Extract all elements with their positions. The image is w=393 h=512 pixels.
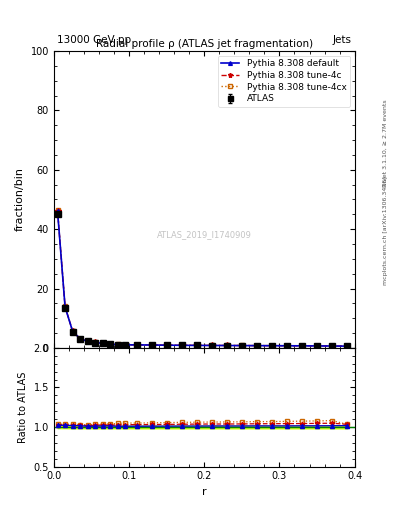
Line: Pythia 8.308 tune-4c: Pythia 8.308 tune-4c: [55, 208, 350, 349]
Pythia 8.308 tune-4cx: [116, 342, 120, 348]
Pythia 8.308 default: [70, 328, 75, 334]
Pythia 8.308 tune-4c: [85, 338, 90, 344]
Pythia 8.308 tune-4c: [78, 336, 83, 342]
Pythia 8.308 tune-4cx: [315, 343, 320, 349]
Pythia 8.308 tune-4c: [285, 343, 289, 349]
Pythia 8.308 tune-4cx: [78, 336, 83, 342]
Pythia 8.308 default: [108, 341, 112, 347]
Pythia 8.308 tune-4c: [179, 342, 184, 348]
Pythia 8.308 tune-4c: [255, 343, 259, 349]
Pythia 8.308 tune-4c: [63, 304, 68, 310]
Pythia 8.308 tune-4cx: [209, 343, 214, 349]
Pythia 8.308 default: [330, 343, 334, 349]
Pythia 8.308 tune-4c: [100, 340, 105, 347]
Text: Jets: Jets: [332, 35, 352, 45]
Pythia 8.308 tune-4c: [134, 342, 139, 348]
Pythia 8.308 default: [299, 343, 304, 349]
Line: Pythia 8.308 default: Pythia 8.308 default: [55, 209, 349, 348]
Pythia 8.308 tune-4cx: [149, 342, 154, 348]
Text: Rivet 3.1.10, ≥ 2.7M events: Rivet 3.1.10, ≥ 2.7M events: [383, 99, 387, 187]
Pythia 8.308 tune-4c: [299, 343, 304, 349]
Pythia 8.308 tune-4cx: [224, 343, 229, 349]
Pythia 8.308 tune-4cx: [70, 328, 75, 334]
Pythia 8.308 tune-4cx: [345, 343, 349, 349]
Pythia 8.308 tune-4c: [345, 343, 349, 349]
Pythia 8.308 tune-4cx: [108, 341, 112, 347]
Pythia 8.308 default: [315, 343, 320, 349]
Pythia 8.308 default: [55, 208, 60, 215]
Pythia 8.308 tune-4cx: [270, 343, 274, 349]
Pythia 8.308 tune-4cx: [330, 343, 334, 349]
Pythia 8.308 default: [134, 342, 139, 348]
Pythia 8.308 tune-4cx: [55, 207, 60, 213]
Pythia 8.308 tune-4cx: [164, 342, 169, 348]
Pythia 8.308 tune-4c: [93, 339, 97, 346]
Pythia 8.308 default: [85, 338, 90, 345]
Pythia 8.308 default: [345, 343, 349, 349]
Pythia 8.308 tune-4cx: [195, 342, 199, 348]
Pythia 8.308 tune-4cx: [255, 343, 259, 349]
X-axis label: r: r: [202, 487, 207, 497]
Pythia 8.308 tune-4cx: [179, 342, 184, 348]
Pythia 8.308 default: [164, 342, 169, 348]
Pythia 8.308 default: [78, 336, 83, 342]
Pythia 8.308 tune-4c: [55, 208, 60, 214]
Pythia 8.308 default: [123, 342, 128, 348]
Pythia 8.308 default: [63, 304, 68, 310]
Text: ATLAS_2019_I1740909: ATLAS_2019_I1740909: [157, 230, 252, 240]
Text: mcplots.cern.ch [arXiv:1306.3436]: mcplots.cern.ch [arXiv:1306.3436]: [383, 176, 387, 285]
Pythia 8.308 default: [285, 343, 289, 349]
Y-axis label: fraction/bin: fraction/bin: [15, 167, 25, 231]
Pythia 8.308 default: [195, 343, 199, 349]
Legend: Pythia 8.308 default, Pythia 8.308 tune-4c, Pythia 8.308 tune-4cx, ATLAS: Pythia 8.308 default, Pythia 8.308 tune-…: [218, 56, 350, 107]
Line: Pythia 8.308 tune-4cx: Pythia 8.308 tune-4cx: [55, 208, 349, 348]
Pythia 8.308 tune-4c: [315, 343, 320, 349]
Text: 13000 GeV pp: 13000 GeV pp: [57, 35, 131, 45]
Pythia 8.308 tune-4c: [164, 342, 169, 348]
Pythia 8.308 default: [209, 343, 214, 349]
Pythia 8.308 tune-4cx: [123, 342, 128, 348]
Title: Radial profile ρ (ATLAS jet fragmentation): Radial profile ρ (ATLAS jet fragmentatio…: [95, 39, 313, 49]
Pythia 8.308 default: [239, 343, 244, 349]
Pythia 8.308 tune-4c: [195, 343, 199, 349]
Pythia 8.308 default: [255, 343, 259, 349]
Pythia 8.308 default: [93, 339, 97, 346]
Pythia 8.308 tune-4cx: [285, 343, 289, 349]
Pythia 8.308 tune-4c: [270, 343, 274, 349]
Pythia 8.308 tune-4c: [239, 343, 244, 349]
Pythia 8.308 tune-4c: [149, 342, 154, 348]
Pythia 8.308 tune-4c: [108, 341, 112, 347]
Pythia 8.308 tune-4c: [330, 343, 334, 349]
Pythia 8.308 tune-4c: [116, 342, 120, 348]
Pythia 8.308 tune-4cx: [93, 339, 97, 346]
Pythia 8.308 tune-4cx: [299, 343, 304, 349]
Pythia 8.308 tune-4c: [224, 343, 229, 349]
Pythia 8.308 tune-4c: [123, 342, 128, 348]
Pythia 8.308 default: [270, 343, 274, 349]
Pythia 8.308 default: [224, 343, 229, 349]
Pythia 8.308 tune-4cx: [100, 340, 105, 346]
Pythia 8.308 tune-4c: [70, 328, 75, 334]
Pythia 8.308 default: [149, 342, 154, 348]
Pythia 8.308 tune-4c: [209, 343, 214, 349]
Pythia 8.308 default: [179, 342, 184, 348]
Pythia 8.308 tune-4cx: [239, 343, 244, 349]
Pythia 8.308 tune-4cx: [63, 303, 68, 309]
Y-axis label: Ratio to ATLAS: Ratio to ATLAS: [18, 372, 28, 443]
Pythia 8.308 default: [116, 342, 120, 348]
Pythia 8.308 tune-4cx: [85, 338, 90, 344]
Pythia 8.308 default: [100, 340, 105, 347]
Pythia 8.308 tune-4cx: [134, 342, 139, 348]
